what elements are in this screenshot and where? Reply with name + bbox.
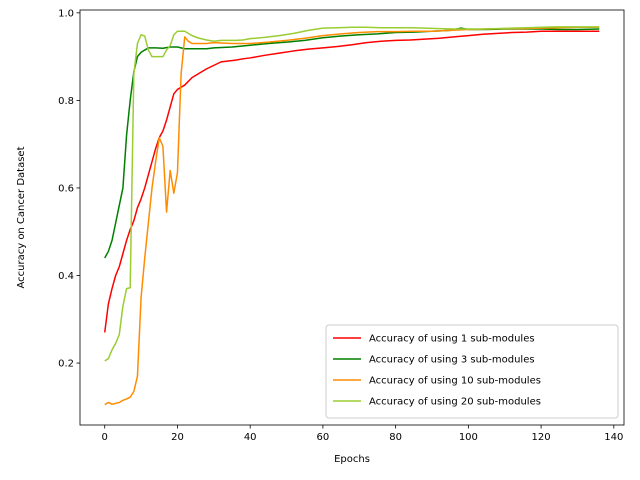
legend: Accuracy of using 1 sub-modules Accuracy … xyxy=(325,324,619,419)
legend-entry-label: Accuracy of using 10 sub-modules xyxy=(369,376,541,387)
y-axis-label: Accuracy on Cancer Dataset xyxy=(16,146,27,288)
x-tick-label: 40 xyxy=(244,432,257,443)
y-tick-label: 0.6 xyxy=(58,183,74,194)
x-axis-label: Epochs xyxy=(334,454,370,465)
x-tick-label: 20 xyxy=(171,432,184,443)
series-line-4 xyxy=(104,26,600,362)
y-tick-label: 0.4 xyxy=(58,271,74,282)
y-tick-label: 0.8 xyxy=(58,96,74,107)
legend-entry-label: Accuracy of using 3 sub-modules xyxy=(369,355,535,366)
legend-entry-label: Accuracy of using 20 sub-modules xyxy=(369,397,541,408)
plot-frame xyxy=(79,9,625,426)
x-tick-label: 100 xyxy=(459,432,478,443)
y-tick-label: 1.0 xyxy=(58,8,74,19)
legend-entry-label: Accuracy of using 1 sub-modules xyxy=(369,334,535,345)
x-axis-ticks: 0 20 40 60 80 100 120 140 xyxy=(102,425,623,443)
x-tick-label: 140 xyxy=(604,432,623,443)
series-line-3 xyxy=(104,26,600,406)
x-tick-label: 120 xyxy=(532,432,551,443)
y-tick-label: 0.2 xyxy=(58,359,74,370)
x-tick-label: 0 xyxy=(102,432,108,443)
x-tick-label: 80 xyxy=(389,432,402,443)
series-layer xyxy=(103,26,600,406)
legend-box xyxy=(325,324,619,419)
x-tick-label: 60 xyxy=(317,432,330,443)
y-axis-ticks: 0.2 0.4 0.6 0.8 1.0 xyxy=(58,8,80,370)
series-line-1 xyxy=(103,30,600,333)
